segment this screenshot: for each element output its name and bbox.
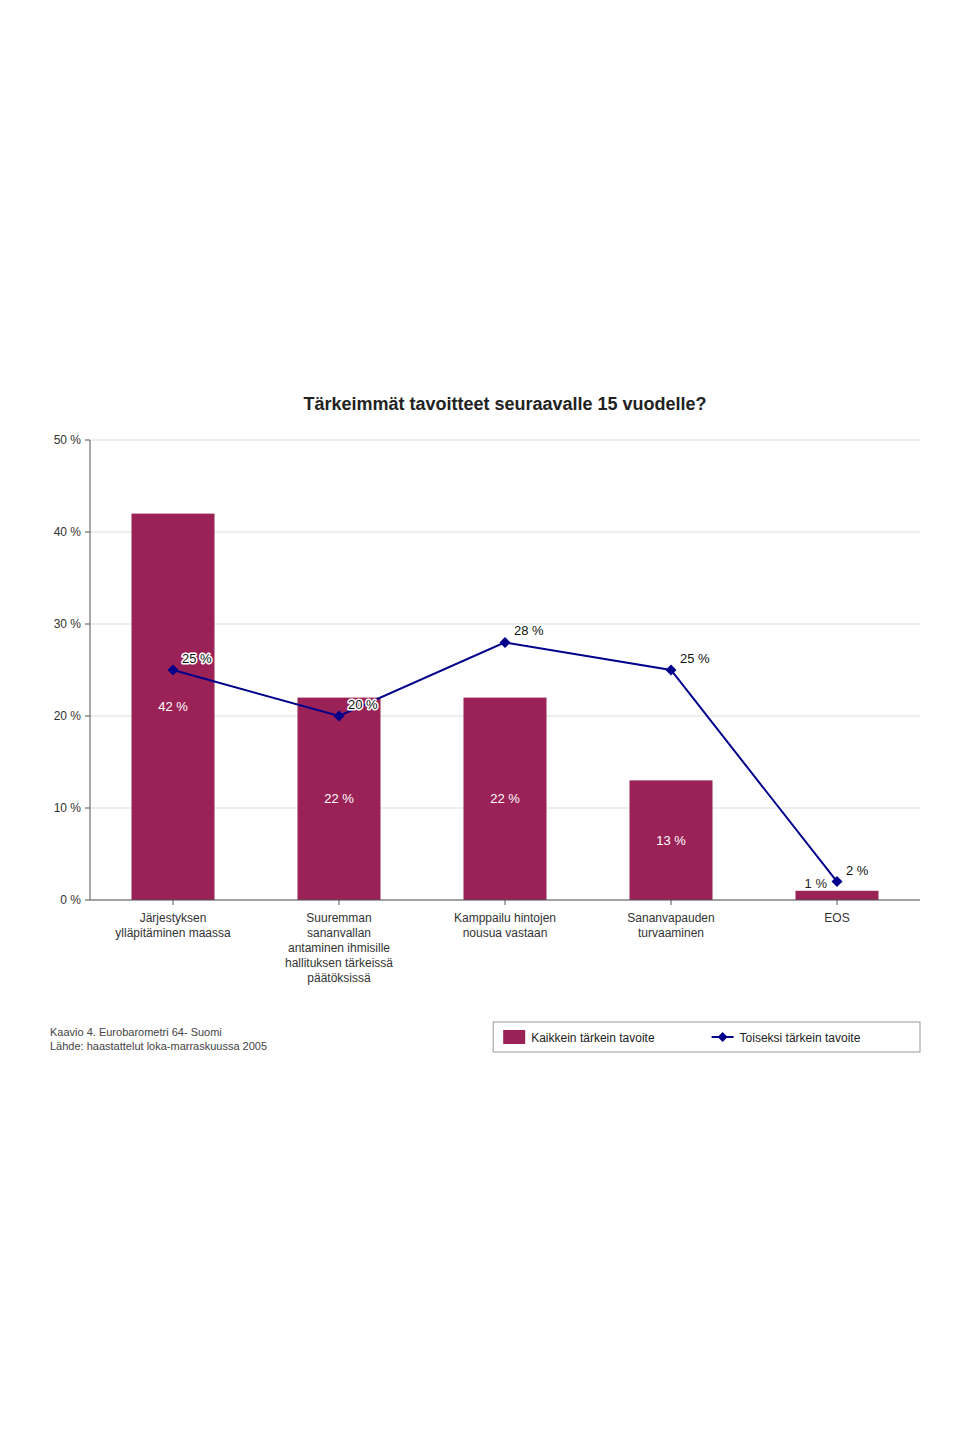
y-tick-label: 50 % — [54, 433, 82, 447]
source-note: Kaavio 4. Eurobarometri 64- SuomiLähde: … — [50, 1026, 267, 1052]
legend-swatch — [718, 1032, 728, 1042]
bar — [464, 698, 547, 900]
line-marker — [334, 711, 345, 722]
legend: Kaikkein tärkein tavoite Toiseksi tärkein… — [493, 1022, 920, 1052]
line-marker — [500, 637, 511, 648]
y-tick — [85, 900, 90, 901]
x-tick-label: Sananvapaudenturvaaminen — [627, 911, 714, 940]
line-label: 20 % — [348, 697, 378, 712]
y-axis — [90, 440, 91, 900]
bar-label: 1 % — [805, 876, 828, 891]
y-tick — [85, 532, 90, 533]
x-tick — [671, 900, 672, 905]
bar-label: 13 % — [656, 833, 686, 848]
x-tick — [173, 900, 174, 905]
line-marker — [832, 876, 843, 887]
bar-label: 22 % — [490, 791, 520, 806]
bar-label: 22 % — [324, 791, 354, 806]
grid-line — [90, 440, 920, 441]
x-tick-label: EOS — [824, 911, 849, 925]
bar-label: 42 % — [158, 699, 188, 714]
line-label: 25 % — [680, 651, 710, 666]
x-tick — [339, 900, 340, 905]
bar — [132, 514, 215, 900]
x-tick-label: Kamppailu hintojennousua vastaan — [454, 911, 556, 940]
y-tick — [85, 808, 90, 809]
line-marker — [168, 665, 179, 676]
bar — [796, 891, 879, 900]
line-label: 28 % — [514, 623, 544, 638]
y-tick — [85, 440, 90, 441]
x-tick — [505, 900, 506, 905]
data-labels: 42 % 22 % 22 % 13 % 1 % 25 % 20 % 28 % 25 % 2 % — [158, 623, 869, 890]
legend-label: Toiseksi tärkein tavoite — [740, 1031, 861, 1045]
y-tick-label: 40 % — [54, 525, 82, 539]
line-label: 25 % — [182, 651, 212, 666]
plot-area — [132, 514, 879, 900]
line-marker — [666, 665, 677, 676]
x-tick-label: Järjestyksenylläpitäminen maassa — [115, 911, 231, 940]
y-tick-label: 0 % — [60, 893, 81, 907]
y-tick — [85, 624, 90, 625]
x-tick — [837, 900, 838, 905]
grid — [90, 440, 920, 900]
bar — [630, 780, 713, 900]
y-tick-label: 30 % — [54, 617, 82, 631]
y-tick — [85, 716, 90, 717]
x-tick-label: Suuremmansananvallanantaminen ihmisilleh… — [285, 911, 393, 985]
line — [173, 642, 837, 881]
legend-swatch — [503, 1030, 525, 1044]
line-label: 2 % — [846, 863, 869, 878]
legend-box — [493, 1022, 920, 1052]
legend-label: Kaikkein tärkein tavoite — [531, 1031, 655, 1045]
y-tick-label: 20 % — [54, 709, 82, 723]
chart: Tärkeimmät tavoitteet seuraavalle 15 vuo… — [0, 0, 960, 1451]
title: Tärkeimmät tavoitteet seuraavalle 15 vuo… — [303, 394, 706, 414]
y-tick-label: 10 % — [54, 801, 82, 815]
bar — [298, 698, 381, 900]
